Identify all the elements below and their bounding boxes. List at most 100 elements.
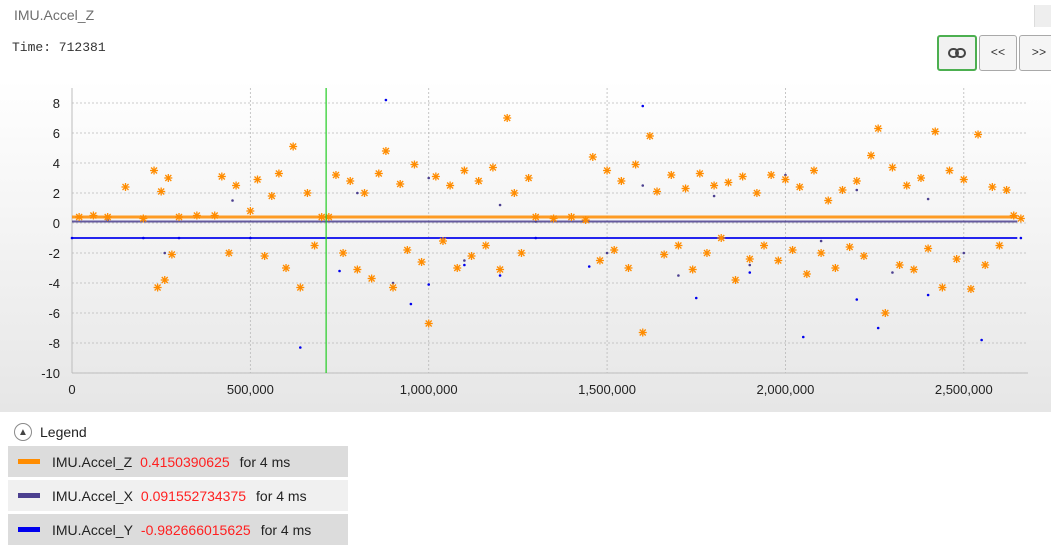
data-point	[424, 319, 433, 328]
data-point	[338, 269, 341, 273]
data-point	[1002, 186, 1011, 194]
data-point	[153, 283, 162, 292]
data-point	[855, 298, 859, 301]
data-point	[667, 171, 676, 179]
data-point	[160, 276, 169, 284]
window-titlebar: IMU.Accel_Z	[0, 0, 1051, 33]
data-point	[855, 188, 859, 192]
legend-item-accel-y[interactable]: IMU.Accel_Y -0.982666015625 for 4 ms	[8, 514, 348, 545]
data-point	[498, 203, 502, 207]
data-point	[966, 285, 975, 293]
data-point	[431, 172, 440, 181]
data-point	[717, 234, 726, 242]
data-point	[139, 214, 148, 223]
data-point	[463, 259, 466, 262]
data-point	[876, 326, 880, 330]
data-point	[510, 189, 519, 197]
data-point	[926, 293, 930, 297]
data-point	[410, 160, 419, 169]
data-point	[417, 258, 426, 266]
data-point	[142, 236, 145, 240]
data-point	[710, 181, 719, 190]
data-point	[891, 271, 894, 274]
legend-title: Legend	[40, 424, 87, 440]
data-point	[409, 302, 413, 306]
data-point	[752, 189, 761, 197]
plot-area[interactable]: 8 6 4 2 0 -2 -4 -6 -8 -10 0 500,000 1,000,000 1,500,…	[0, 80, 1051, 412]
data-point	[859, 252, 868, 260]
data-point	[587, 265, 591, 268]
time-readout: Time: 712381	[12, 40, 106, 55]
data-point	[157, 187, 166, 196]
data-point	[274, 169, 283, 178]
data-point	[384, 98, 388, 102]
legend-series-value: 0.4150390625	[140, 453, 230, 470]
data-point	[681, 184, 690, 193]
data-point	[641, 184, 645, 187]
window-control-button[interactable]	[1034, 5, 1051, 27]
data-point	[694, 296, 698, 300]
data-point	[1009, 211, 1018, 220]
y-tick-label: 2	[53, 186, 60, 201]
data-point	[924, 244, 933, 253]
data-point	[1019, 236, 1023, 240]
data-point	[70, 236, 74, 240]
data-point	[817, 249, 826, 257]
data-point	[567, 213, 576, 221]
data-point	[795, 183, 804, 191]
data-point	[888, 163, 897, 172]
data-point	[246, 207, 255, 215]
data-point	[549, 214, 558, 223]
next-button[interactable]: >>	[1019, 35, 1051, 71]
data-point	[802, 270, 811, 278]
data-point	[581, 216, 590, 224]
data-point	[253, 175, 262, 184]
data-point	[164, 174, 173, 182]
data-point	[931, 127, 940, 136]
data-point	[89, 211, 98, 220]
data-point	[210, 211, 219, 220]
legend-series-name: IMU.Accel_X	[52, 487, 133, 504]
data-point	[282, 264, 291, 272]
data-point	[774, 256, 783, 265]
data-point	[760, 241, 769, 250]
data-point	[249, 236, 252, 240]
legend-series-value: 0.091552734375	[140, 487, 247, 504]
data-point	[496, 265, 505, 274]
x-tick-label: 0	[68, 382, 75, 397]
legend-item-accel-x[interactable]: IMU.Accel_X 0.091552734375 for 4 ms	[8, 480, 348, 511]
previous-button[interactable]: <<	[979, 35, 1017, 71]
legend-header[interactable]: ▲ Legend	[14, 423, 87, 441]
series-imu-accel_x	[72, 173, 1018, 285]
data-point	[988, 183, 997, 191]
data-point	[303, 189, 312, 197]
data-point	[353, 265, 362, 274]
data-point	[688, 265, 697, 274]
data-point	[167, 250, 176, 259]
data-point	[224, 249, 233, 257]
legend-item-accel-z[interactable]: IMU.Accel_Z 0.4150390625 for 4 ms	[8, 446, 348, 477]
series-swatch-icon	[18, 493, 40, 498]
data-point	[346, 177, 355, 185]
collapse-icon[interactable]: ▲	[14, 423, 32, 441]
y-tick-label: -2	[48, 246, 60, 261]
link-icon	[948, 48, 966, 58]
data-point	[498, 274, 502, 277]
data-point	[831, 264, 840, 272]
data-point	[624, 264, 633, 272]
data-point	[748, 263, 752, 267]
data-point	[163, 251, 167, 255]
data-point	[389, 283, 398, 292]
data-point	[867, 151, 876, 160]
data-point	[217, 172, 226, 181]
data-point	[517, 249, 526, 257]
data-point	[481, 241, 490, 250]
data-point	[902, 181, 911, 190]
link-cursor-button[interactable]	[937, 35, 977, 71]
data-point	[938, 283, 947, 292]
data-point	[631, 160, 640, 169]
data-point	[339, 249, 348, 257]
data-point	[748, 271, 752, 274]
x-tick-label: 500,000	[227, 382, 274, 397]
data-point	[926, 197, 930, 201]
